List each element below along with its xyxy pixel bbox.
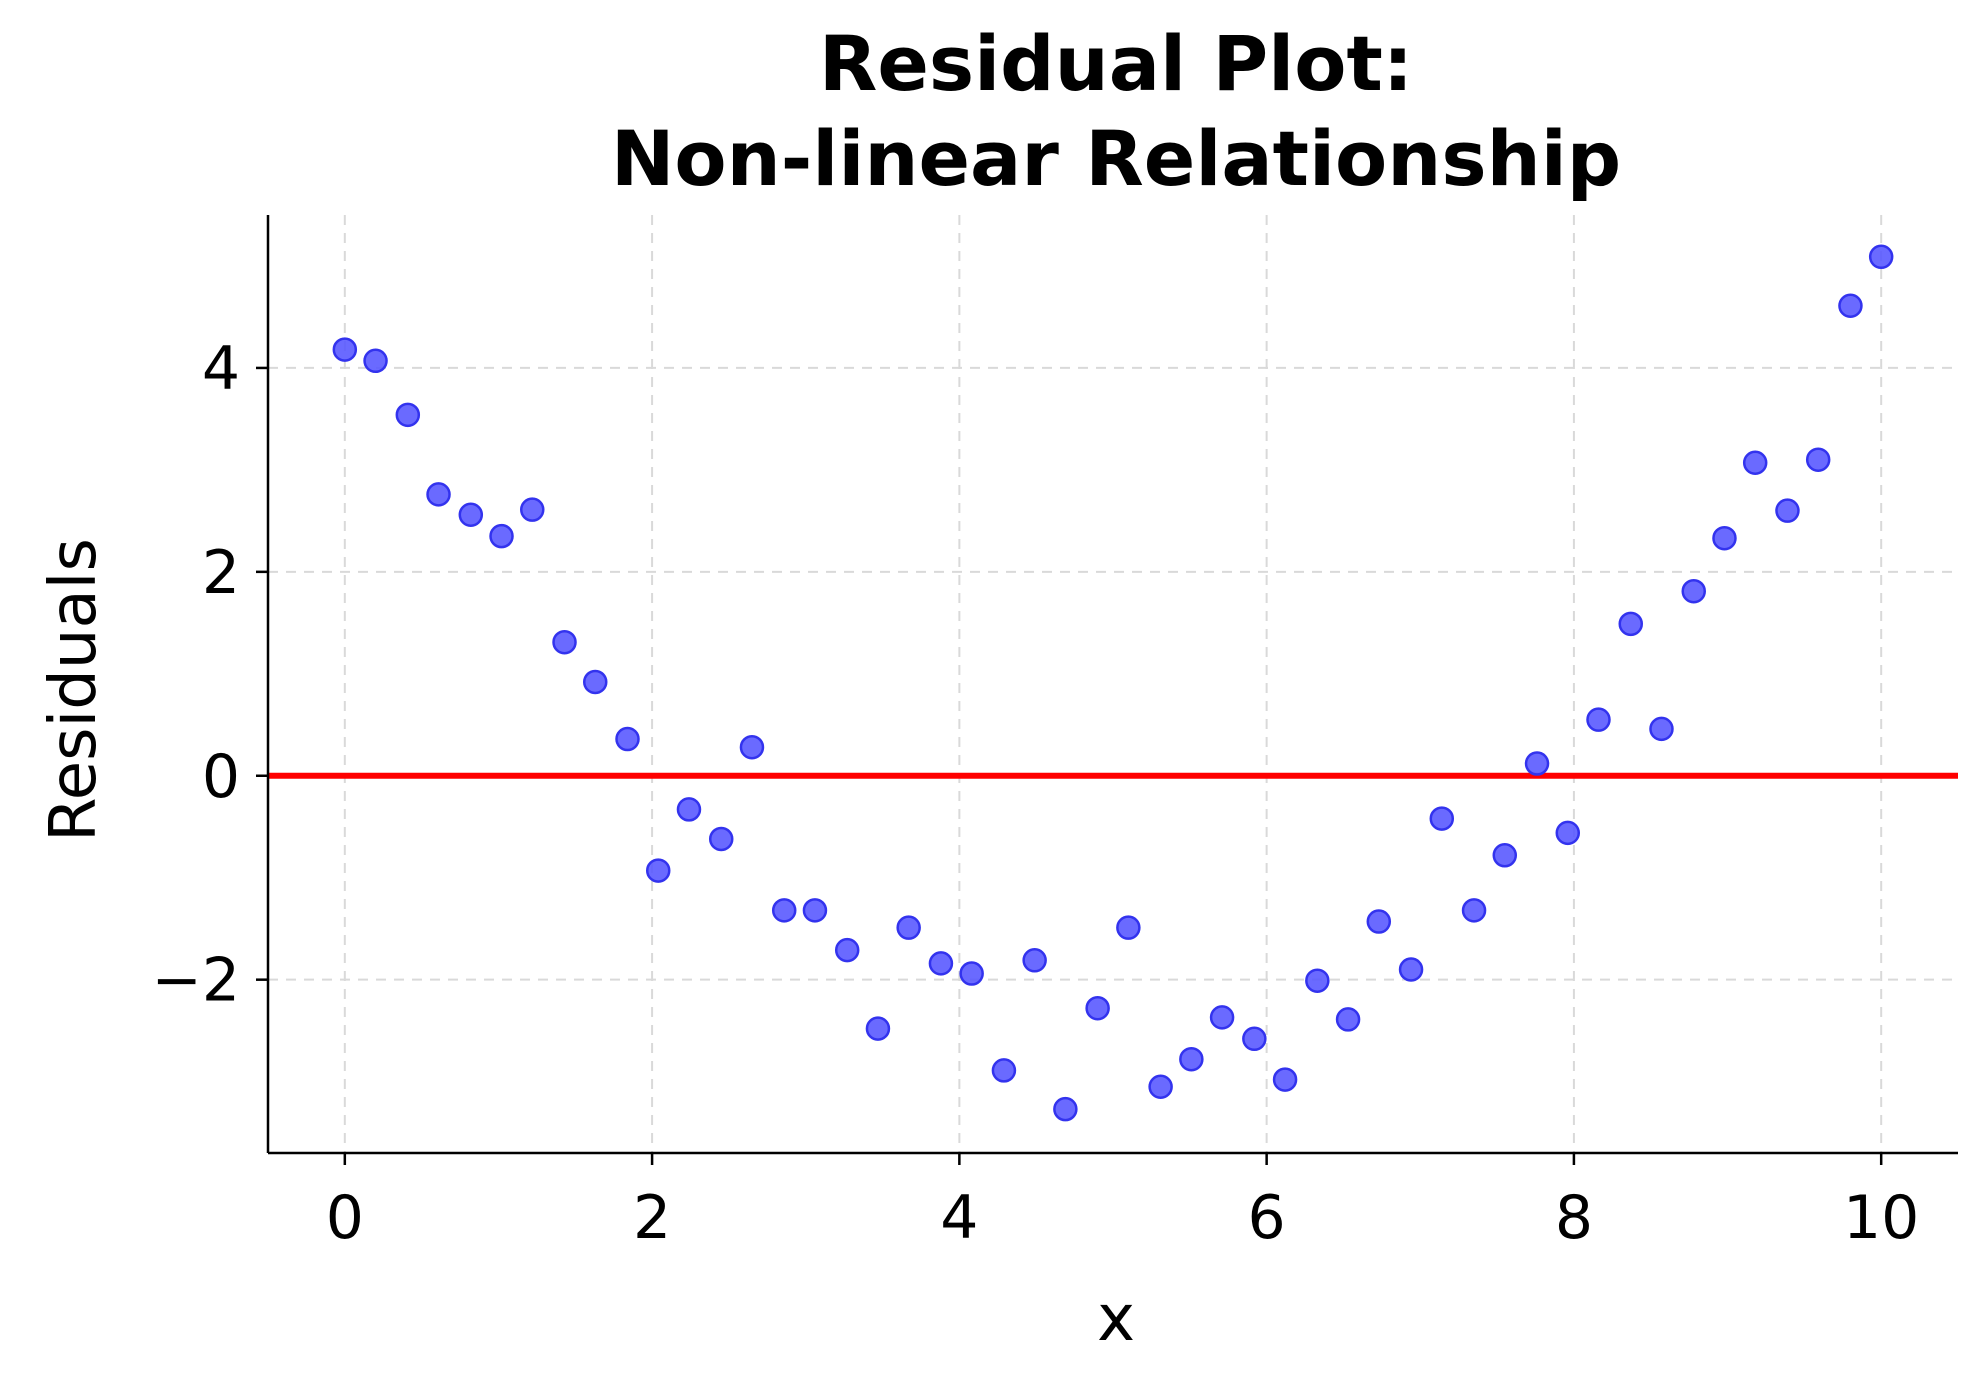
points-layer	[332, 244, 1894, 1122]
data-point	[1053, 1096, 1078, 1122]
data-point	[771, 898, 797, 923]
y-tick-label: 4	[202, 334, 240, 404]
data-point	[802, 898, 828, 923]
data-point	[615, 726, 640, 752]
data-point	[645, 858, 671, 883]
data-point	[552, 629, 577, 655]
data-point	[1398, 957, 1424, 982]
data-point	[676, 797, 702, 822]
data-point	[1805, 447, 1831, 472]
data-point	[1366, 909, 1392, 934]
chart-title-line-2: Non-linear Relationship	[611, 114, 1621, 203]
data-point	[1868, 244, 1894, 270]
data-point	[1618, 611, 1644, 637]
x-tick-label: 6	[1248, 1183, 1286, 1253]
data-point	[1775, 498, 1800, 523]
data-point	[582, 669, 608, 695]
x-tick-label: 8	[1555, 1183, 1593, 1253]
data-point	[896, 915, 921, 940]
y-tick-label: 2	[202, 538, 240, 608]
data-point	[739, 734, 765, 760]
y-tick-label: −2	[152, 946, 240, 1016]
data-point	[1242, 1026, 1267, 1052]
data-point	[991, 1058, 1017, 1083]
data-point	[1742, 450, 1768, 476]
data-point	[1148, 1074, 1173, 1099]
data-point	[1649, 716, 1674, 742]
data-point	[1116, 915, 1141, 940]
chart-title-line-1: Residual Plot:	[819, 19, 1413, 108]
ticks-layer: 0 2 4 6 8 10 −2 0 2 4	[152, 334, 1920, 1253]
x-tick-label: 10	[1843, 1183, 1919, 1253]
data-point	[865, 1016, 891, 1041]
data-point	[1272, 1067, 1298, 1092]
data-point	[1681, 578, 1706, 604]
x-tick-label: 2	[633, 1183, 671, 1253]
data-point	[1209, 1005, 1235, 1030]
data-point	[426, 482, 451, 507]
data-point	[395, 402, 421, 428]
data-point	[1461, 898, 1487, 923]
data-point	[1179, 1046, 1204, 1072]
data-point	[1429, 806, 1455, 831]
data-point	[1524, 751, 1550, 776]
data-point	[1085, 995, 1110, 1021]
data-point	[363, 348, 388, 374]
data-point	[959, 961, 984, 986]
data-point	[928, 951, 954, 976]
x-axis-label: x	[1097, 1282, 1135, 1356]
data-point	[489, 523, 514, 549]
x-tick-label: 4	[940, 1183, 978, 1253]
data-point	[834, 937, 860, 963]
data-point	[1305, 968, 1330, 993]
data-point	[1555, 820, 1581, 846]
data-point	[520, 497, 545, 522]
data-point	[1492, 843, 1518, 868]
data-point	[1335, 1007, 1361, 1032]
data-point	[332, 337, 358, 362]
y-axis-label: Residuals	[37, 538, 111, 842]
data-point	[1022, 948, 1047, 973]
y-tick-label: 0	[202, 742, 240, 812]
data-point	[1712, 525, 1737, 551]
data-point	[458, 502, 484, 528]
data-point	[708, 826, 734, 852]
data-point	[1586, 707, 1611, 732]
axes-layer	[266, 215, 1958, 1155]
data-point	[1838, 293, 1863, 318]
x-tick-label: 0	[326, 1183, 364, 1253]
